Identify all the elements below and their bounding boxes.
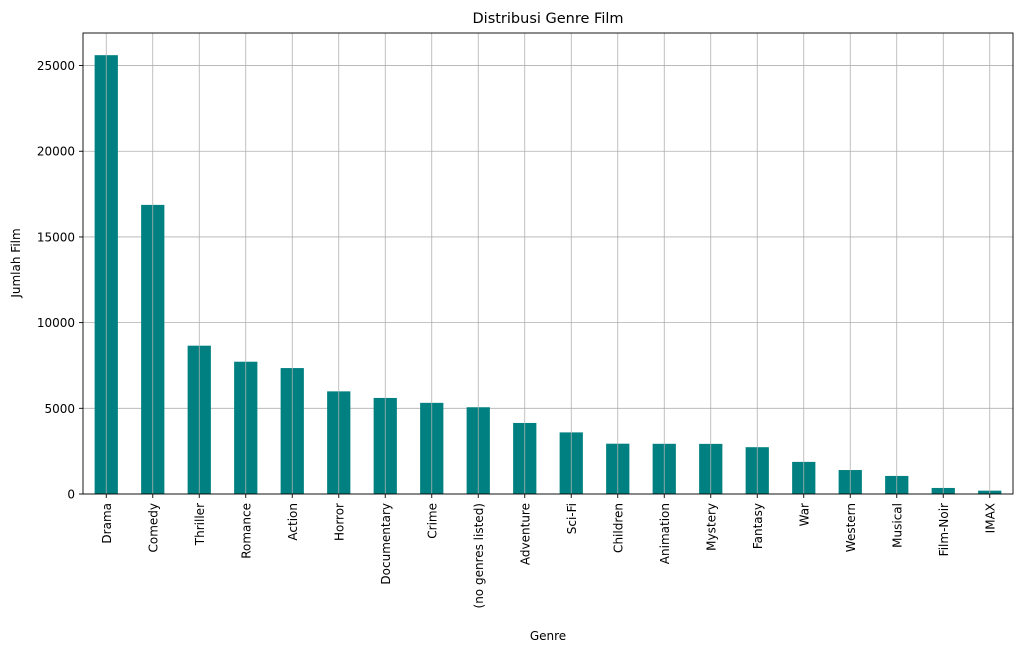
grid-lines (83, 65, 1013, 495)
x-tick-label: Drama (100, 503, 114, 544)
y-axis-label: Jumlah Film (9, 228, 23, 298)
x-tick-label: Musical (890, 503, 904, 548)
x-tick-label: Thriller (193, 503, 207, 546)
x-tick-label: Sci-Fi (565, 503, 579, 534)
y-tick-label: 15000 (37, 230, 75, 244)
x-tick-label: Mystery (704, 503, 718, 551)
x-tick-label: Romance (239, 503, 253, 559)
x-tick-label: Western (844, 503, 858, 552)
x-tick-label: Adventure (518, 503, 532, 565)
axes: 0 5000 10000 15000 20000 25000 Drama Comedy Thri… (37, 32, 1014, 608)
x-tick-label: Documentary (379, 503, 393, 585)
x-tick-label: Film-Noir (937, 503, 951, 556)
y-tick-label: 5000 (44, 402, 75, 416)
x-axis-label: Genre (530, 629, 566, 643)
y-tick-label: 0 (67, 488, 75, 502)
x-tick-label: Comedy (146, 503, 160, 553)
x-tick-label: War (797, 503, 811, 526)
y-tick-label: 10000 (37, 316, 75, 330)
x-tick-label: Children (611, 503, 625, 553)
x-tick-label: Crime (425, 503, 439, 539)
x-tick-label: Animation (658, 503, 672, 564)
x-tick-label: Fantasy (751, 503, 765, 549)
y-tick-label: 25000 (37, 59, 75, 73)
y-tick-label: 20000 (37, 145, 75, 159)
chart-title: Distribusi Genre Film (473, 11, 624, 27)
x-tick-label: Action (286, 503, 300, 541)
x-tick-label: Horror (332, 503, 346, 541)
bars (94, 33, 1002, 494)
plot-frame (82, 32, 1014, 495)
x-tick-label: IMAX (983, 503, 997, 533)
x-tick-label: (no genres listed) (472, 503, 486, 608)
